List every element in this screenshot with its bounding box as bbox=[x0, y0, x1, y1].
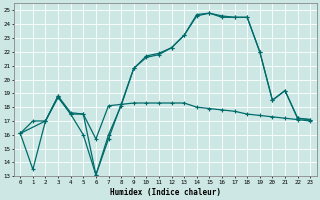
X-axis label: Humidex (Indice chaleur): Humidex (Indice chaleur) bbox=[110, 188, 221, 197]
